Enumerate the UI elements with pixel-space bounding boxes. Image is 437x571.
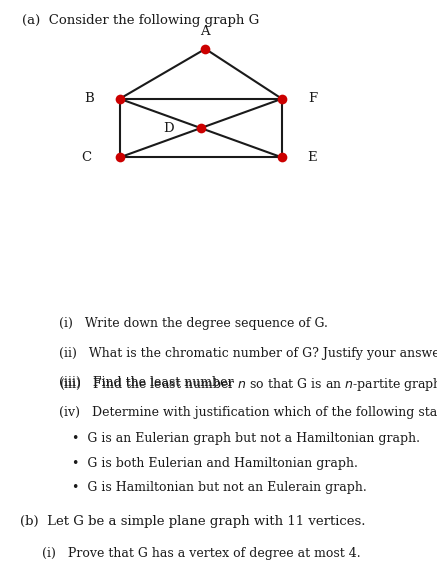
Text: C: C <box>81 151 91 164</box>
Text: A: A <box>201 25 210 38</box>
Text: •  G is Hamiltonian but not an Eulerain graph.: • G is Hamiltonian but not an Eulerain g… <box>72 481 367 494</box>
Text: (a)  Consider the following graph G: (a) Consider the following graph G <box>22 14 259 27</box>
Text: (i)   Prove that G has a vertex of degree at most 4.: (i) Prove that G has a vertex of degree … <box>42 546 360 560</box>
Text: (ii)   What is the chromatic number of G? Justify your answer.: (ii) What is the chromatic number of G? … <box>59 347 437 360</box>
Text: (b)  Let G be a simple plane graph with 11 vertices.: (b) Let G be a simple plane graph with 1… <box>20 516 365 529</box>
Text: B: B <box>84 93 94 105</box>
Text: •  G is an Eulerian graph but not a Hamiltonian graph.: • G is an Eulerian graph but not a Hamil… <box>72 432 420 445</box>
Text: (iii)   Find the least number: (iii) Find the least number <box>59 376 237 389</box>
Text: (iv)   Determine with justification which of the following statements is true:: (iv) Determine with justification which … <box>59 406 437 419</box>
Text: (i)   Write down the degree sequence of G.: (i) Write down the degree sequence of G. <box>59 317 328 330</box>
Text: D: D <box>163 122 174 135</box>
Text: (iii)   Find the least number $n$ so that G is an $n$-partite graph. Justify you: (iii) Find the least number $n$ so that … <box>59 376 437 393</box>
Text: •  G is both Eulerian and Hamiltonian graph.: • G is both Eulerian and Hamiltonian gra… <box>72 457 358 470</box>
Text: F: F <box>308 93 317 105</box>
Text: E: E <box>308 151 317 164</box>
